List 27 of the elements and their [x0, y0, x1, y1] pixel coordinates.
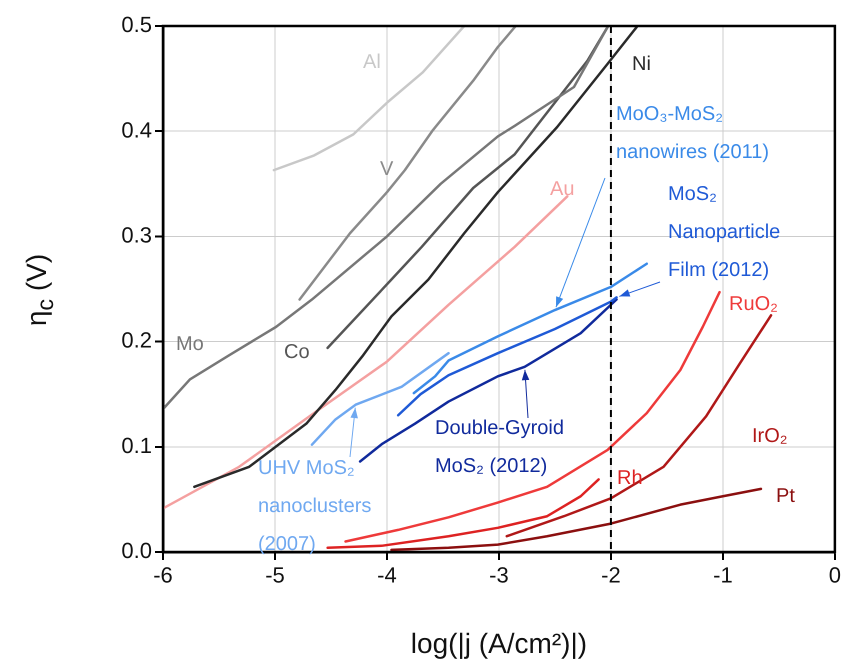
x-tick-label: 0 — [828, 562, 842, 588]
text: IrO₂ — [752, 425, 788, 447]
x-axis-title: log(|j (A/cm²)|) — [410, 628, 588, 659]
series-label: Ni — [632, 53, 651, 75]
y-tick-label: 0.5 — [121, 12, 152, 38]
x-tick-label: -5 — [265, 562, 285, 588]
y-tick-label: 0.1 — [121, 432, 152, 458]
text: MoS₂ Nanoparticle Film (2012) — [668, 183, 780, 281]
series-label: Co — [284, 341, 310, 363]
y-tick-label: 0.2 — [121, 328, 152, 353]
series-label: Rh — [617, 467, 643, 489]
series-label: Au — [550, 178, 574, 200]
text: MoO₃-MoS₂ nanowires (2011) — [616, 103, 770, 163]
series-label: Mo — [176, 333, 204, 355]
series-label: V — [380, 158, 394, 180]
x-tick-label: -6 — [153, 562, 173, 588]
y-tick-label: 0.4 — [121, 117, 152, 142]
x-tick-label: -1 — [713, 562, 733, 588]
x-tick-label: -2 — [601, 562, 621, 588]
series-label: RuO₂ — [729, 293, 778, 315]
series-label: Pt — [776, 485, 796, 507]
y-tick-label: 0.0 — [121, 538, 152, 564]
x-tick-label: -3 — [489, 562, 509, 588]
x-tick-label: -4 — [377, 562, 397, 588]
y-tick-label: 0.3 — [121, 222, 152, 248]
text: UHV MoS₂ nanoclusters (2007) — [258, 457, 372, 555]
series-label: Double-Gyroid MoS₂ (2012) — [435, 417, 564, 477]
